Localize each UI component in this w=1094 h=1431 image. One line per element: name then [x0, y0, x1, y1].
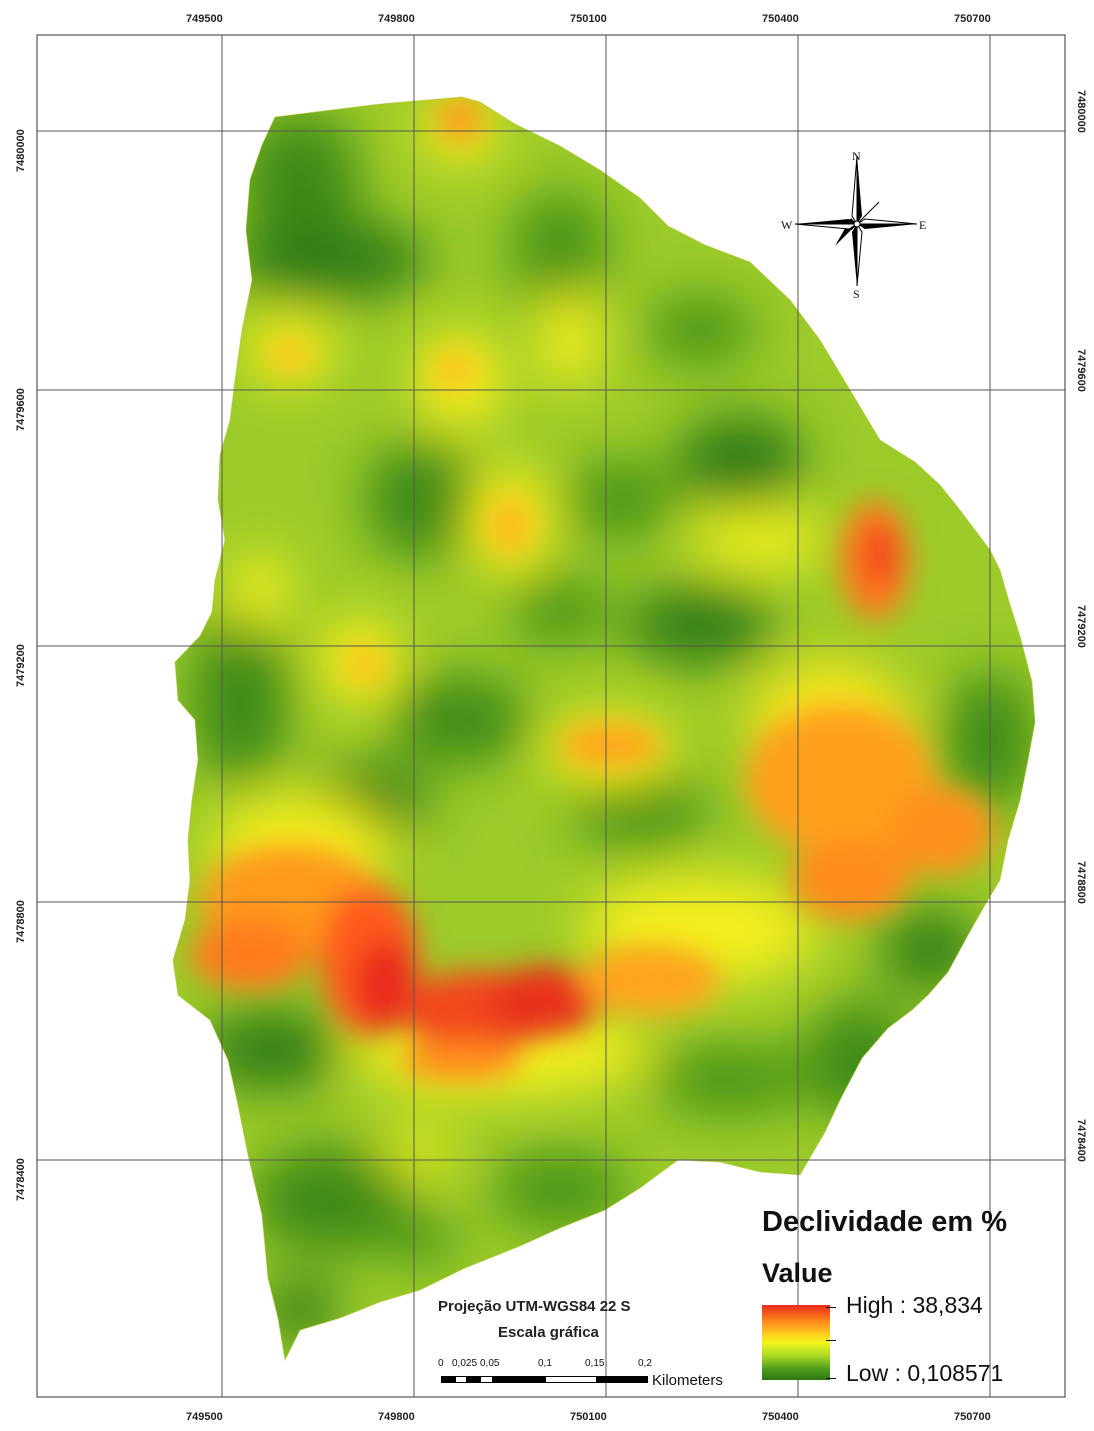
legend-low-label: Low : 0,108571: [846, 1360, 1004, 1386]
easting-label: 749800: [378, 1411, 415, 1423]
easting-label: 750700: [954, 1411, 991, 1423]
compass-e: E: [919, 218, 926, 232]
easting-label: 749800: [378, 13, 415, 25]
northing-label: 7479200: [15, 644, 27, 687]
northing-label: 7480000: [1075, 90, 1087, 133]
easting-label: 749500: [186, 13, 223, 25]
compass-s: S: [853, 287, 860, 301]
compass-n: N: [852, 149, 861, 163]
legend-high-label: High : 38,834: [846, 1292, 983, 1318]
easting-labels-bottom: 749500 749800 750100 750400 750700: [186, 1411, 991, 1423]
scale-label: 0: [438, 1358, 444, 1369]
northing-labels-right: 7480000 7479600 7479200 7478800 7478400: [1075, 90, 1087, 1162]
scale-label: 0,05: [480, 1358, 500, 1369]
compass-w: W: [781, 218, 793, 232]
easting-label: 750400: [762, 1411, 799, 1423]
legend-tick-low: [826, 1378, 836, 1379]
legend-subtitle: Value: [762, 1258, 833, 1288]
north-arrow-icon: N S E W: [781, 149, 926, 301]
scale-label: 0,15: [585, 1358, 605, 1369]
projection-label: Projeção UTM-WGS84 22 S: [438, 1298, 631, 1315]
easting-label: 749500: [186, 1411, 223, 1423]
scale-label: 0,2: [638, 1358, 652, 1369]
scale-label: 0,025: [452, 1358, 478, 1369]
northing-label: 7478800: [15, 900, 27, 943]
easting-labels-top: 749500 749800 750100 750400 750700: [186, 13, 991, 25]
scale-title: Escala gráfica: [498, 1324, 599, 1341]
northing-label: 7480000: [15, 129, 27, 172]
legend-tick-high: [826, 1307, 836, 1308]
northing-label: 7479200: [1075, 605, 1087, 648]
easting-label: 750700: [954, 13, 991, 25]
scale-unit: Kilometers: [652, 1372, 723, 1389]
northing-label: 7479600: [1075, 349, 1087, 392]
legend-tick-mid: [826, 1340, 836, 1341]
northing-label: 7478400: [15, 1158, 27, 1201]
northing-label: 7478400: [1075, 1119, 1087, 1162]
graticule: [37, 35, 1065, 1397]
northing-label: 7479600: [15, 388, 27, 431]
easting-label: 750100: [570, 1411, 607, 1423]
easting-label: 750400: [762, 13, 799, 25]
scale-label: 0,1: [538, 1358, 552, 1369]
northing-label: 7478800: [1075, 861, 1087, 904]
legend-color-ramp: [762, 1305, 830, 1380]
easting-label: 750100: [570, 13, 607, 25]
northing-labels-left: 7480000 7479600 7479200 7478800 7478400: [15, 129, 27, 1201]
legend-title: Declividade em %: [762, 1206, 1007, 1238]
